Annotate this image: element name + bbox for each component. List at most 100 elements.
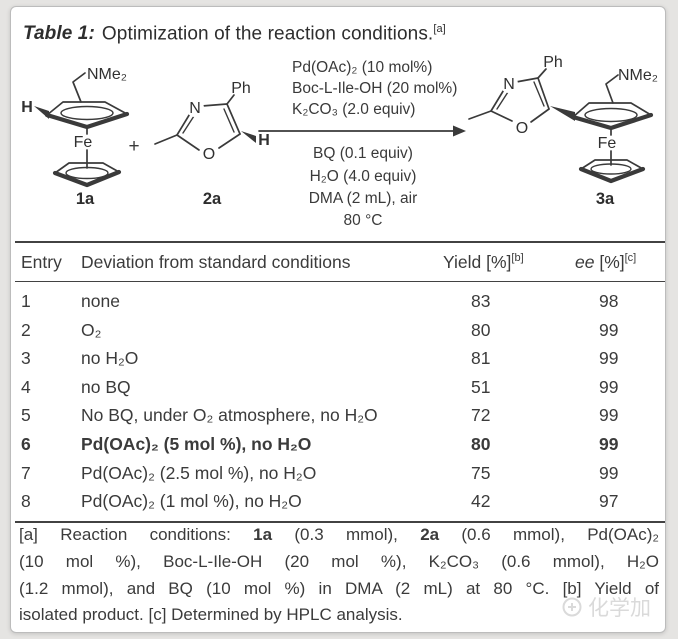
molecule-1a: NMe₂ H Fe 1a	[21, 66, 130, 208]
phenyl-bond	[226, 94, 235, 105]
cp-ring-top-aromatic-circle	[584, 107, 638, 123]
bond-c2-n-double	[496, 91, 509, 110]
table-row: 3 no H₂O 81 99	[15, 344, 665, 373]
cp-ring-top	[46, 101, 128, 128]
amine-label: NMe₂	[618, 67, 658, 84]
ee-cell: 99	[599, 433, 619, 454]
deviation-cell: no H₂O	[81, 348, 139, 369]
plus-sign: +	[128, 136, 139, 157]
table-caption-number: Table 1:	[23, 23, 95, 45]
yield-cell: 83	[471, 291, 491, 311]
cp-ring-bottom	[580, 159, 644, 182]
bond-c4-c5-double	[223, 108, 235, 133]
yield-cell: 72	[471, 405, 491, 426]
entry-cell: 5	[21, 405, 31, 426]
table-row: 7 Pd(OAc)₂ (2.5 mol %), no H₂O 75 99	[15, 459, 665, 488]
bond-o-c2	[176, 134, 200, 151]
ee-cell: 97	[599, 491, 619, 512]
n-label-gap	[500, 75, 518, 93]
yield-cell: 81	[471, 348, 491, 369]
footnote-line: (10 mol %), Boc-L-Ile-OH (20 mol %), K₂C…	[19, 551, 659, 571]
cp-ring-top-wedge-edges	[570, 112, 654, 131]
deviation-cell: No BQ, under O₂ atmosphere, no H₂O	[81, 405, 378, 426]
yield-cell: 80	[471, 319, 491, 340]
o-label-gap	[199, 143, 219, 163]
entry-cell: 8	[21, 491, 31, 512]
o-label-gap	[512, 117, 532, 137]
header-ee-footnote-ref: [c]	[624, 252, 637, 265]
table-caption-footnote-ref: [a]	[433, 23, 446, 35]
footnote-text: (0.3 mmol),	[272, 525, 421, 544]
footnote-text: [a] Reaction conditions:	[19, 525, 254, 544]
entry-cell: 4	[21, 376, 31, 397]
header-ee: ee [%][c]	[575, 242, 665, 282]
table-row: 4 no BQ 51 99	[15, 373, 665, 402]
cp-ring-bottom	[54, 162, 120, 186]
footnote-line: (1.2 mmol), and BQ (10 mol %) in DMA (2 …	[19, 578, 659, 598]
bond-n-c4	[201, 103, 228, 107]
table-row: 8 Pd(OAc)₂ (1 mol %), no H₂O 42 97	[15, 487, 665, 522]
methyl-bond	[468, 110, 492, 120]
entry-cell: 6	[21, 433, 31, 454]
table-row: 2 O₂ 80 99	[15, 316, 665, 345]
results-table: Entry Deviation from standard conditions…	[15, 241, 665, 523]
table-row-highlighted: 6 Pd(OAc)₂ (5 mol %), no H₂O 80 99	[15, 430, 665, 459]
header-yield-footnote-ref: [b]	[511, 252, 524, 265]
footnote-line: isolated product. [c] Determined by HPLC…	[19, 605, 403, 625]
condition-line: H₂O (4.0 equiv)	[310, 168, 417, 185]
compound-2a-ref: 2a	[420, 525, 440, 544]
o-atom-label: O	[516, 120, 528, 137]
n-atom-label: N	[189, 100, 201, 117]
h-atom-label: H	[258, 132, 270, 149]
bond-c4-c5-double	[533, 81, 545, 107]
header-yield-text: Yield [%]	[443, 252, 512, 272]
molecule-3a: N O Ph NMe₂ Fe 3a	[468, 54, 658, 208]
reaction-scheme: NMe₂ H Fe 1a + N O Ph	[21, 54, 658, 229]
entry-cell: 7	[21, 462, 31, 483]
reaction-arrow-group: Pd(OAc)₂ (10 mol%) Boc-L-Ile-OH (20 mol%…	[258, 59, 466, 229]
condition-line: K₂CO₃ (2.0 equiv)	[292, 101, 415, 118]
h-atom-label: H	[21, 99, 33, 116]
o-atom-label: O	[203, 146, 215, 163]
molecule-2a-label: 2a	[203, 190, 222, 208]
condition-line: Pd(OAc)₂ (10 mol%)	[292, 59, 432, 76]
n-label-gap	[186, 99, 204, 117]
yield-cell: 42	[471, 491, 491, 512]
ee-cell: 99	[599, 462, 619, 483]
phenyl-label: Ph	[231, 80, 251, 97]
ee-cell: 99	[599, 376, 619, 397]
bond-c2-n	[490, 87, 506, 112]
table-header-row: Entry Deviation from standard conditions…	[15, 242, 665, 282]
reaction-arrow-head	[453, 125, 466, 137]
deviation-cell: Pd(OAc)₂ (1 mol %), no H₂O	[81, 491, 302, 512]
yield-cell: 75	[471, 462, 491, 483]
yield-cell: 51	[471, 376, 491, 397]
footnote-line: [a] Reaction conditions: 1a (0.3 mmol), …	[19, 522, 659, 549]
bond-n-c4	[515, 77, 539, 83]
bond-c5-o	[530, 108, 550, 123]
ee-cell: 99	[599, 348, 619, 369]
ee-cell: 98	[599, 291, 619, 311]
molecule-2a: N O Ph H 2a	[154, 80, 270, 208]
deviation-cell: O₂	[81, 319, 102, 340]
phenyl-bond	[537, 68, 547, 79]
bond-c2-n	[176, 111, 192, 136]
ch2-bond	[605, 74, 619, 104]
paper-table-card: Table 1: Optimization of the reaction con…	[10, 6, 666, 633]
yield-cell: 80	[471, 433, 491, 454]
deviation-cell: Pd(OAc)₂ (2.5 mol %), no H₂O	[81, 462, 317, 483]
aryl-wedge-bond	[550, 106, 575, 121]
condition-line: BQ (0.1 equiv)	[313, 145, 413, 162]
bond-c4-c5	[226, 103, 241, 135]
compound-1a-ref: 1a	[253, 525, 273, 544]
header-yield: Yield [%][b]	[443, 242, 575, 282]
header-ee-unit: [%]	[594, 252, 625, 272]
table-caption-text: Optimization of the reaction conditions.	[101, 23, 434, 45]
entry-cell: 1	[21, 291, 31, 311]
entry-cell: 3	[21, 348, 31, 369]
header-entry: Entry	[21, 252, 62, 272]
h-wedge-bond	[34, 106, 49, 119]
ee-cell: 99	[599, 405, 619, 426]
header-deviation: Deviation from standard conditions	[81, 252, 351, 272]
bond-c5-o	[218, 133, 241, 149]
